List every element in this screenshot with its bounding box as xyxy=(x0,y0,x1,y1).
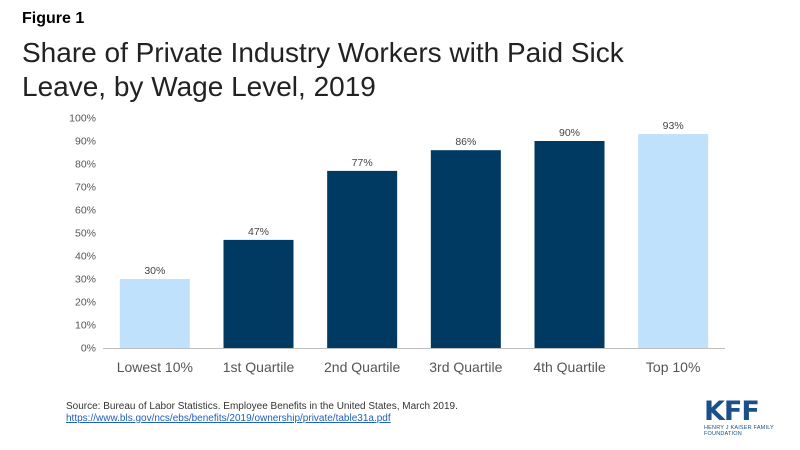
data-label: 90% xyxy=(559,127,580,139)
y-tick-label: 10% xyxy=(75,320,96,332)
y-tick-label: 90% xyxy=(75,136,96,148)
y-tick-label: 60% xyxy=(75,205,96,217)
source-note: Source: Bureau of Labor Statistics. Empl… xyxy=(66,401,458,425)
x-tick-label: 4th Quartile xyxy=(533,359,606,375)
y-tick-label: 20% xyxy=(75,297,96,309)
x-tick-label: 3rd Quartile xyxy=(429,359,502,375)
y-tick-label: 50% xyxy=(75,228,96,240)
y-tick-label: 80% xyxy=(75,159,96,171)
source-text: Source: Bureau of Labor Statistics. Empl… xyxy=(66,401,458,412)
y-tick-label: 30% xyxy=(75,274,96,286)
logo-wordmark: KFF xyxy=(704,396,760,427)
data-label: 77% xyxy=(352,157,373,169)
data-label: 93% xyxy=(663,120,684,132)
chart-title: Share of Private Industry Workers with P… xyxy=(22,37,624,102)
y-tick-label: 0% xyxy=(81,343,96,355)
figure-label: Figure 1 xyxy=(22,10,85,27)
data-label: 30% xyxy=(144,265,165,277)
logo-subtitle: HENRY J KAISER FAMILY FOUNDATION xyxy=(704,425,774,437)
data-label: 86% xyxy=(455,136,476,148)
bar xyxy=(638,134,709,348)
bar xyxy=(534,141,605,348)
bar xyxy=(119,279,190,348)
data-label: 47% xyxy=(248,226,269,238)
kff-logo: KFF HENRY J KAISER FAMILY FOUNDATION xyxy=(704,398,778,444)
y-tick-label: 70% xyxy=(75,182,96,194)
bar xyxy=(223,239,294,348)
x-tick-label: 2nd Quartile xyxy=(324,359,400,375)
source-link[interactable]: https://www.bls.gov/ncs/ebs/benefits/201… xyxy=(66,413,391,424)
x-tick-label: 1st Quartile xyxy=(223,359,295,375)
x-tick-label: Lowest 10% xyxy=(117,359,193,375)
y-tick-label: 100% xyxy=(69,113,96,125)
bar xyxy=(327,170,398,348)
bar-chart: 0% 10% 20% 30% 40% 50% 60% 70% 80% 90% 100% 30% Lowe… xyxy=(69,113,725,375)
y-tick-label: 40% xyxy=(75,251,96,263)
x-tick-label: Top 10% xyxy=(646,359,700,375)
bar xyxy=(430,150,501,348)
